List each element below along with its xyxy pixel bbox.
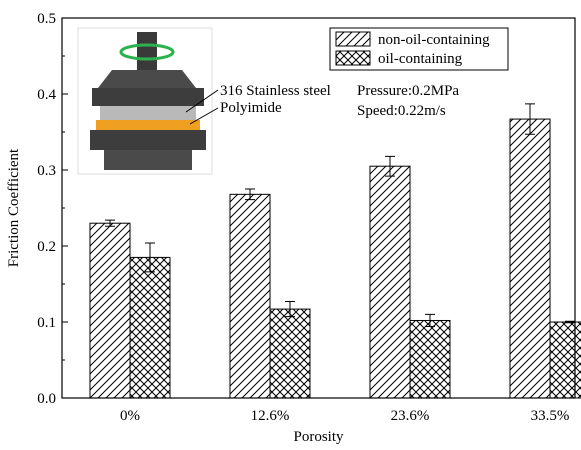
x-axis-label: Porosity (293, 429, 344, 445)
legend-swatch (336, 32, 370, 46)
y-axis-label: Friction Coefficient (6, 148, 22, 267)
annotation: 316 Stainless steel (220, 83, 331, 99)
x-tick-label: 12.6% (251, 408, 290, 424)
y-tick-label: 0.1 (37, 315, 56, 331)
legend-label: oil-containing (378, 51, 463, 67)
bar (550, 322, 581, 398)
bar (270, 309, 310, 398)
legend-label: non-oil-containing (378, 32, 490, 48)
bar (510, 119, 550, 398)
y-tick-label: 0.3 (37, 163, 56, 179)
bar (130, 257, 170, 398)
chart: 0.0 0.1 0.2 0.3 0.4 0.5 0% 12.6% 23.6% 33.5% Poros… (0, 0, 581, 445)
x-tick-label: 33.5% (531, 408, 570, 424)
x-tick-label: 23.6% (391, 408, 430, 424)
x-tick-label: 0% (120, 408, 140, 424)
page: {"chart_data": {"type": "bar", "categori… (0, 0, 581, 450)
y-tick-label: 0.2 (37, 239, 56, 255)
bar (410, 320, 450, 398)
annotation: Pressure:0.2MPa (357, 83, 459, 99)
annotation: Polyimide (220, 100, 282, 116)
y-tick-label: 0.0 (37, 391, 56, 407)
annotation: Speed:0.22m/s (357, 103, 446, 119)
y-tick-label: 0.4 (37, 87, 56, 103)
bar (90, 223, 130, 398)
legend-swatch (336, 51, 370, 65)
y-tick-label: 0.5 (37, 11, 56, 27)
bar (370, 166, 410, 398)
bar (230, 194, 270, 398)
inset-illustration (78, 28, 218, 174)
